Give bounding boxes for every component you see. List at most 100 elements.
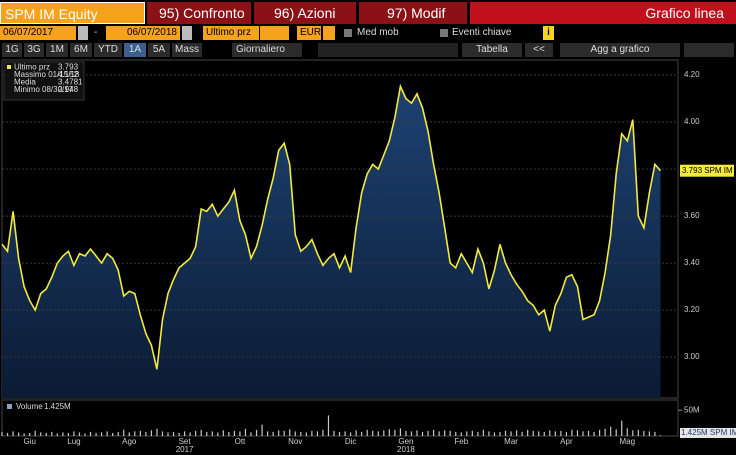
x-tick-label: Dic xyxy=(345,437,357,446)
table-button[interactable]: Tabella xyxy=(462,43,522,57)
volume-bar xyxy=(637,429,639,436)
checkbox[interactable] xyxy=(344,29,352,37)
volume-bar xyxy=(344,431,346,436)
dropdown[interactable] xyxy=(259,26,289,40)
currency-select[interactable]: EUR xyxy=(297,26,321,40)
tab[interactable]: 97) Modif xyxy=(359,2,467,24)
volume-bar xyxy=(560,430,562,436)
volume-bar xyxy=(200,429,202,436)
chart: 3.003.203.403.603.804.004.203.793 SPM IM… xyxy=(1,59,736,454)
back-button[interactable]: << xyxy=(525,43,553,57)
tab[interactable]: 95) Confronto xyxy=(147,2,251,24)
volume-bar xyxy=(62,432,64,436)
volume-bar xyxy=(255,429,258,436)
volume-bar xyxy=(161,431,164,436)
volume-bar xyxy=(206,431,208,436)
frequency-select[interactable]: Giornaliero xyxy=(232,43,302,57)
volume-bar xyxy=(29,432,31,436)
volume-bar xyxy=(322,429,324,436)
volume-bar xyxy=(615,429,617,436)
volume-bar xyxy=(84,433,86,436)
add-to-chart[interactable]: Agg a grafico xyxy=(560,43,680,57)
volume-bar xyxy=(89,431,92,436)
volume-bar xyxy=(355,430,357,436)
start-date[interactable]: 06/07/2017 xyxy=(0,26,76,40)
volume-bar xyxy=(648,431,650,436)
volume-bar xyxy=(493,432,496,436)
checkbox[interactable] xyxy=(440,29,448,37)
volume-bar xyxy=(156,428,158,436)
period-button[interactable]: 1M xyxy=(46,43,68,57)
volume-bar xyxy=(40,432,42,436)
info-button[interactable]: i xyxy=(543,26,554,40)
x-sublabel: 2017 xyxy=(176,445,194,454)
volume-bar xyxy=(278,430,280,436)
volume-area xyxy=(1,399,679,437)
settings-button[interactable] xyxy=(684,43,734,57)
period-button[interactable]: 3G xyxy=(24,43,44,57)
period-button[interactable]: 6M xyxy=(70,43,92,57)
volume-bar xyxy=(178,432,180,436)
period-button[interactable]: 5A xyxy=(148,43,170,57)
volume-bar xyxy=(399,428,401,436)
volume-bar xyxy=(499,431,501,436)
volume-bar xyxy=(521,431,523,436)
tab[interactable]: 96) Azioni xyxy=(254,2,356,24)
volume-bar xyxy=(405,430,407,436)
volume-bar xyxy=(134,431,136,436)
period-button[interactable]: Mass xyxy=(172,43,202,57)
y-tick-label: 3.00 xyxy=(684,352,700,361)
volume-bar xyxy=(449,430,451,436)
volume-bar xyxy=(587,430,590,436)
x-tick-label: Gen xyxy=(398,437,413,446)
price-tag-bg xyxy=(680,164,734,177)
volume-bar xyxy=(23,433,25,436)
x-tick-label: Mar xyxy=(504,437,518,446)
volume-bar xyxy=(433,429,435,436)
period-button[interactable]: YTD xyxy=(94,43,122,57)
volume-bar xyxy=(150,430,152,436)
period-button[interactable]: 1G xyxy=(2,43,22,57)
volume-bar xyxy=(576,430,579,436)
price-tag: 3.793 SPM IM xyxy=(682,166,733,175)
x-tick-label: Nov xyxy=(288,437,302,446)
volume-bar xyxy=(466,431,468,436)
volume-bar xyxy=(532,430,534,436)
key-events[interactable]: Eventi chiave xyxy=(452,27,512,38)
volume-bar xyxy=(217,432,219,436)
volume-bar xyxy=(610,426,612,436)
tool-icons[interactable] xyxy=(318,43,458,57)
volume-bar xyxy=(455,431,457,436)
volume-bar xyxy=(372,430,374,436)
volume-bar xyxy=(233,430,235,436)
calendar-icon[interactable] xyxy=(78,26,88,40)
moving-average[interactable]: Med mob xyxy=(357,27,399,38)
volume-bar xyxy=(488,431,490,436)
calendar-icon[interactable] xyxy=(182,26,192,40)
x-tick-label: Feb xyxy=(454,437,468,446)
legend-stat-value: 4.152 xyxy=(58,70,79,79)
volume-bar xyxy=(56,433,58,436)
volume-bar xyxy=(101,432,103,436)
chart-type[interactable]: Grafico linea xyxy=(470,2,736,24)
y-tick-label: 3.20 xyxy=(684,305,700,314)
volume-bar xyxy=(471,430,473,436)
field-select[interactable]: Ultimo prz xyxy=(203,26,259,40)
dropdown[interactable] xyxy=(323,26,335,40)
volume-bar xyxy=(366,429,368,436)
volume-bar xyxy=(12,431,14,436)
volume-bar xyxy=(482,429,484,436)
volume-bar xyxy=(427,430,429,436)
volume-bar xyxy=(659,435,662,436)
volume-bar xyxy=(582,431,584,436)
volume-bar xyxy=(250,432,252,436)
security-field[interactable]: SPM IM Equity xyxy=(0,2,145,24)
volume-bar xyxy=(383,430,385,436)
volume-bar xyxy=(565,431,567,436)
volume-bar xyxy=(504,430,507,436)
end-date[interactable]: 06/07/2018 xyxy=(106,26,180,40)
volume-bar xyxy=(599,429,601,436)
period-button[interactable]: 1A xyxy=(124,43,146,57)
volume-bar xyxy=(172,431,175,436)
